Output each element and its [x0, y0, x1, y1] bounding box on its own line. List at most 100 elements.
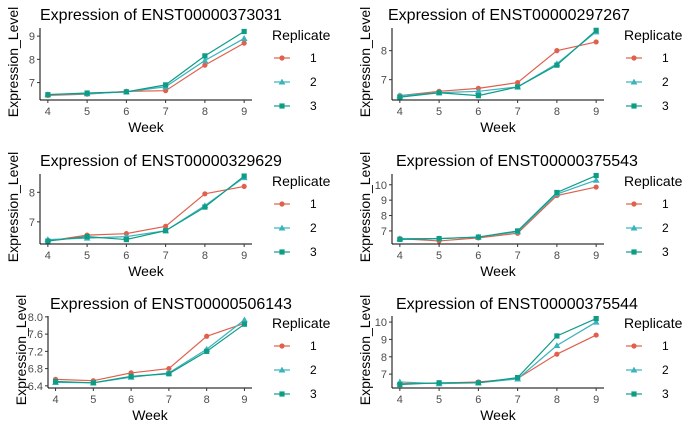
chart-title: Expression of ENST00000373031: [40, 7, 282, 24]
legend-key-marker: [631, 343, 637, 349]
x-tick-label: 6: [123, 106, 129, 118]
x-tick-label: 8: [204, 394, 210, 406]
data-point-replicate-3: [397, 94, 403, 100]
legend-key-marker: [631, 249, 637, 255]
data-point-replicate-3: [515, 84, 521, 90]
legend-key-marker: [278, 224, 286, 231]
data-point-replicate-1: [241, 183, 247, 190]
data-point-replicate-1: [593, 184, 599, 190]
chart-panel-3: Expression of ENST00000329629 4 5 6 7 8 9 7 8 Wee…: [5, 152, 331, 279]
legend: Replicate 1 2 3: [272, 27, 331, 113]
data-point-replicate-3: [241, 28, 247, 35]
data-point-replicate-2: [240, 35, 248, 42]
chart-panel-2: Expression of ENST00000297267 4 5 6 7 8 9 7 8 Wee…: [357, 7, 683, 135]
legend-label: 2: [662, 221, 669, 235]
legend-label: 3: [310, 245, 317, 259]
series-line-replicate-3: [47, 30, 245, 96]
data-point-replicate-3: [593, 27, 599, 33]
legend-label: 1: [662, 339, 669, 353]
x-tick-label: 8: [202, 250, 208, 262]
x-tick-label: 8: [554, 394, 560, 406]
data-point-replicate-1: [163, 223, 169, 229]
y-tick-label: 7: [381, 226, 387, 238]
legend-label: 1: [310, 339, 317, 353]
data-point-replicate-3: [202, 53, 208, 59]
data-point-replicate-3: [52, 378, 59, 385]
data-point-replicate-3: [202, 204, 208, 210]
data-point-replicate-1: [593, 39, 599, 45]
y-tick-label: 7: [29, 78, 35, 90]
data-point-replicate-1: [554, 48, 560, 54]
series-line-replicate-2: [399, 179, 597, 240]
data-point-replicate-1: [241, 40, 247, 46]
data-point-replicate-3: [436, 380, 442, 386]
data-point-replicate-3: [593, 172, 599, 179]
x-tick-label: 8: [202, 106, 208, 118]
x-tick-label: 9: [241, 394, 247, 406]
data-point-replicate-3: [45, 92, 51, 98]
chart-title: Expression of ENST00000329629: [40, 153, 282, 170]
data-point-replicate-3: [84, 90, 90, 96]
y-axis-label: Expression_Level: [5, 7, 21, 118]
y-tick-label: 7: [381, 369, 387, 381]
x-tick-label: 8: [554, 106, 560, 118]
x-tick-label: 5: [436, 106, 442, 118]
legend-key-marker: [631, 103, 637, 109]
legend-title: Replicate: [272, 27, 331, 43]
x-tick-label: 7: [515, 394, 521, 406]
x-tick-label: 4: [45, 106, 51, 118]
y-tick-label: 8: [29, 54, 35, 66]
y-tick-label: 9: [381, 195, 387, 207]
x-tick-label: 5: [84, 106, 90, 118]
legend: Replicate 1 2 3: [272, 315, 331, 401]
y-axis-label: Expression_Level: [357, 152, 373, 263]
series-line-replicate-1: [399, 186, 597, 242]
legend-key-marker: [630, 224, 638, 231]
data-point-replicate-3: [204, 348, 210, 354]
legend-label: 2: [310, 221, 317, 235]
chart-panel-6: Expression of ENST00000375544 4 5 6 7 8 9 7 8 9 10…: [357, 295, 683, 423]
x-tick-label: 9: [241, 106, 247, 118]
x-tick-label: 7: [515, 250, 521, 262]
x-tick-label: 4: [45, 250, 51, 262]
legend-label: 3: [662, 245, 669, 259]
legend: Replicate 1 2 3: [624, 315, 683, 401]
legend: Replicate 1 2 3: [272, 173, 331, 259]
x-tick-label: 6: [475, 394, 481, 406]
legend-title: Replicate: [272, 315, 331, 331]
legend-key-marker: [631, 201, 637, 207]
series-line-replicate-2: [47, 177, 245, 241]
x-tick-label: 6: [123, 250, 129, 262]
data-point-replicate-2: [592, 176, 600, 183]
legend-label: 2: [310, 75, 317, 89]
data-point-replicate-3: [128, 373, 134, 379]
y-tick-label: 7: [29, 217, 35, 229]
data-point-replicate-1: [593, 332, 599, 338]
legend-label: 1: [310, 197, 317, 211]
x-tick-label: 4: [397, 250, 403, 262]
legend-key-marker: [631, 55, 637, 61]
y-tick-label: 6.4: [28, 381, 43, 393]
legend-label: 2: [662, 363, 669, 377]
x-axis-label: Week: [132, 407, 169, 423]
series-line-replicate-3: [399, 318, 597, 386]
legend: Replicate 1 2 3: [624, 173, 683, 259]
series-line-replicate-2: [47, 37, 245, 96]
y-tick-label: 8: [381, 46, 387, 58]
data-point-replicate-1: [202, 191, 208, 197]
legend-key-marker: [630, 366, 638, 373]
x-tick-label: 6: [475, 250, 481, 262]
data-point-replicate-3: [554, 62, 560, 68]
y-tick-label: 9: [381, 334, 387, 346]
x-tick-label: 9: [593, 394, 599, 406]
legend-title: Replicate: [624, 27, 683, 43]
y-tick-label: 8.0: [28, 312, 43, 324]
data-point-replicate-3: [163, 228, 169, 234]
chart-title: Expression of ENST00000375544: [396, 296, 638, 313]
legend-key-marker: [631, 391, 637, 397]
data-point-replicate-3: [593, 316, 599, 322]
legend-label: 3: [662, 99, 669, 113]
data-point-replicate-3: [90, 380, 96, 386]
chart-panel-5: Expression of ENST00000506143 4 5 6 7 8 9 6.4 6.…: [13, 295, 331, 423]
y-tick-label: 7: [381, 75, 387, 87]
